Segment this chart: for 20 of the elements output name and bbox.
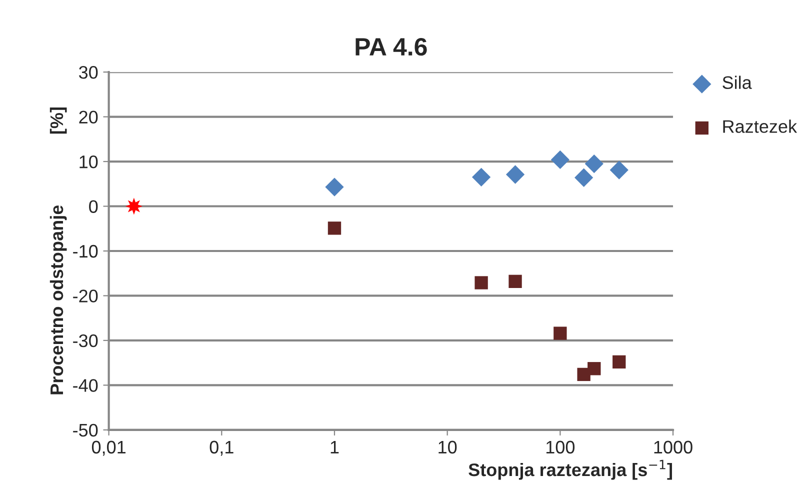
y-tick-label: 10 [80, 155, 98, 168]
x-tick-label: 0,01 [92, 440, 126, 456]
y-tick-label: 20 [79, 110, 98, 124]
y-tick-label: 30 [79, 66, 98, 79]
x-tick-label: 1 [330, 440, 339, 454]
legend-label: Raztezek [723, 120, 798, 133]
x-tick-label: 10 [438, 440, 457, 454]
x-tick-label: 100 [546, 440, 575, 454]
y-tick-label: -40 [73, 379, 98, 392]
y-tick-label: 0 [89, 200, 98, 213]
legend-label: Sila [722, 76, 752, 90]
x-axis-title: Stopnja raztezanja [s$^{−1}$] [468, 460, 672, 480]
x-tick-label: 1000 [654, 440, 692, 454]
x-tick-label: 0,1 [210, 440, 234, 456]
y-tick-label: -50 [73, 424, 98, 437]
y-tick-label: -20 [73, 290, 98, 302]
y-tick-label: -30 [73, 334, 98, 348]
y-tick-label: -10 [73, 244, 98, 258]
y-axis-title: Procentno odstopanje [%] [50, 108, 67, 394]
chart-title: PA 4.6 [356, 38, 427, 56]
